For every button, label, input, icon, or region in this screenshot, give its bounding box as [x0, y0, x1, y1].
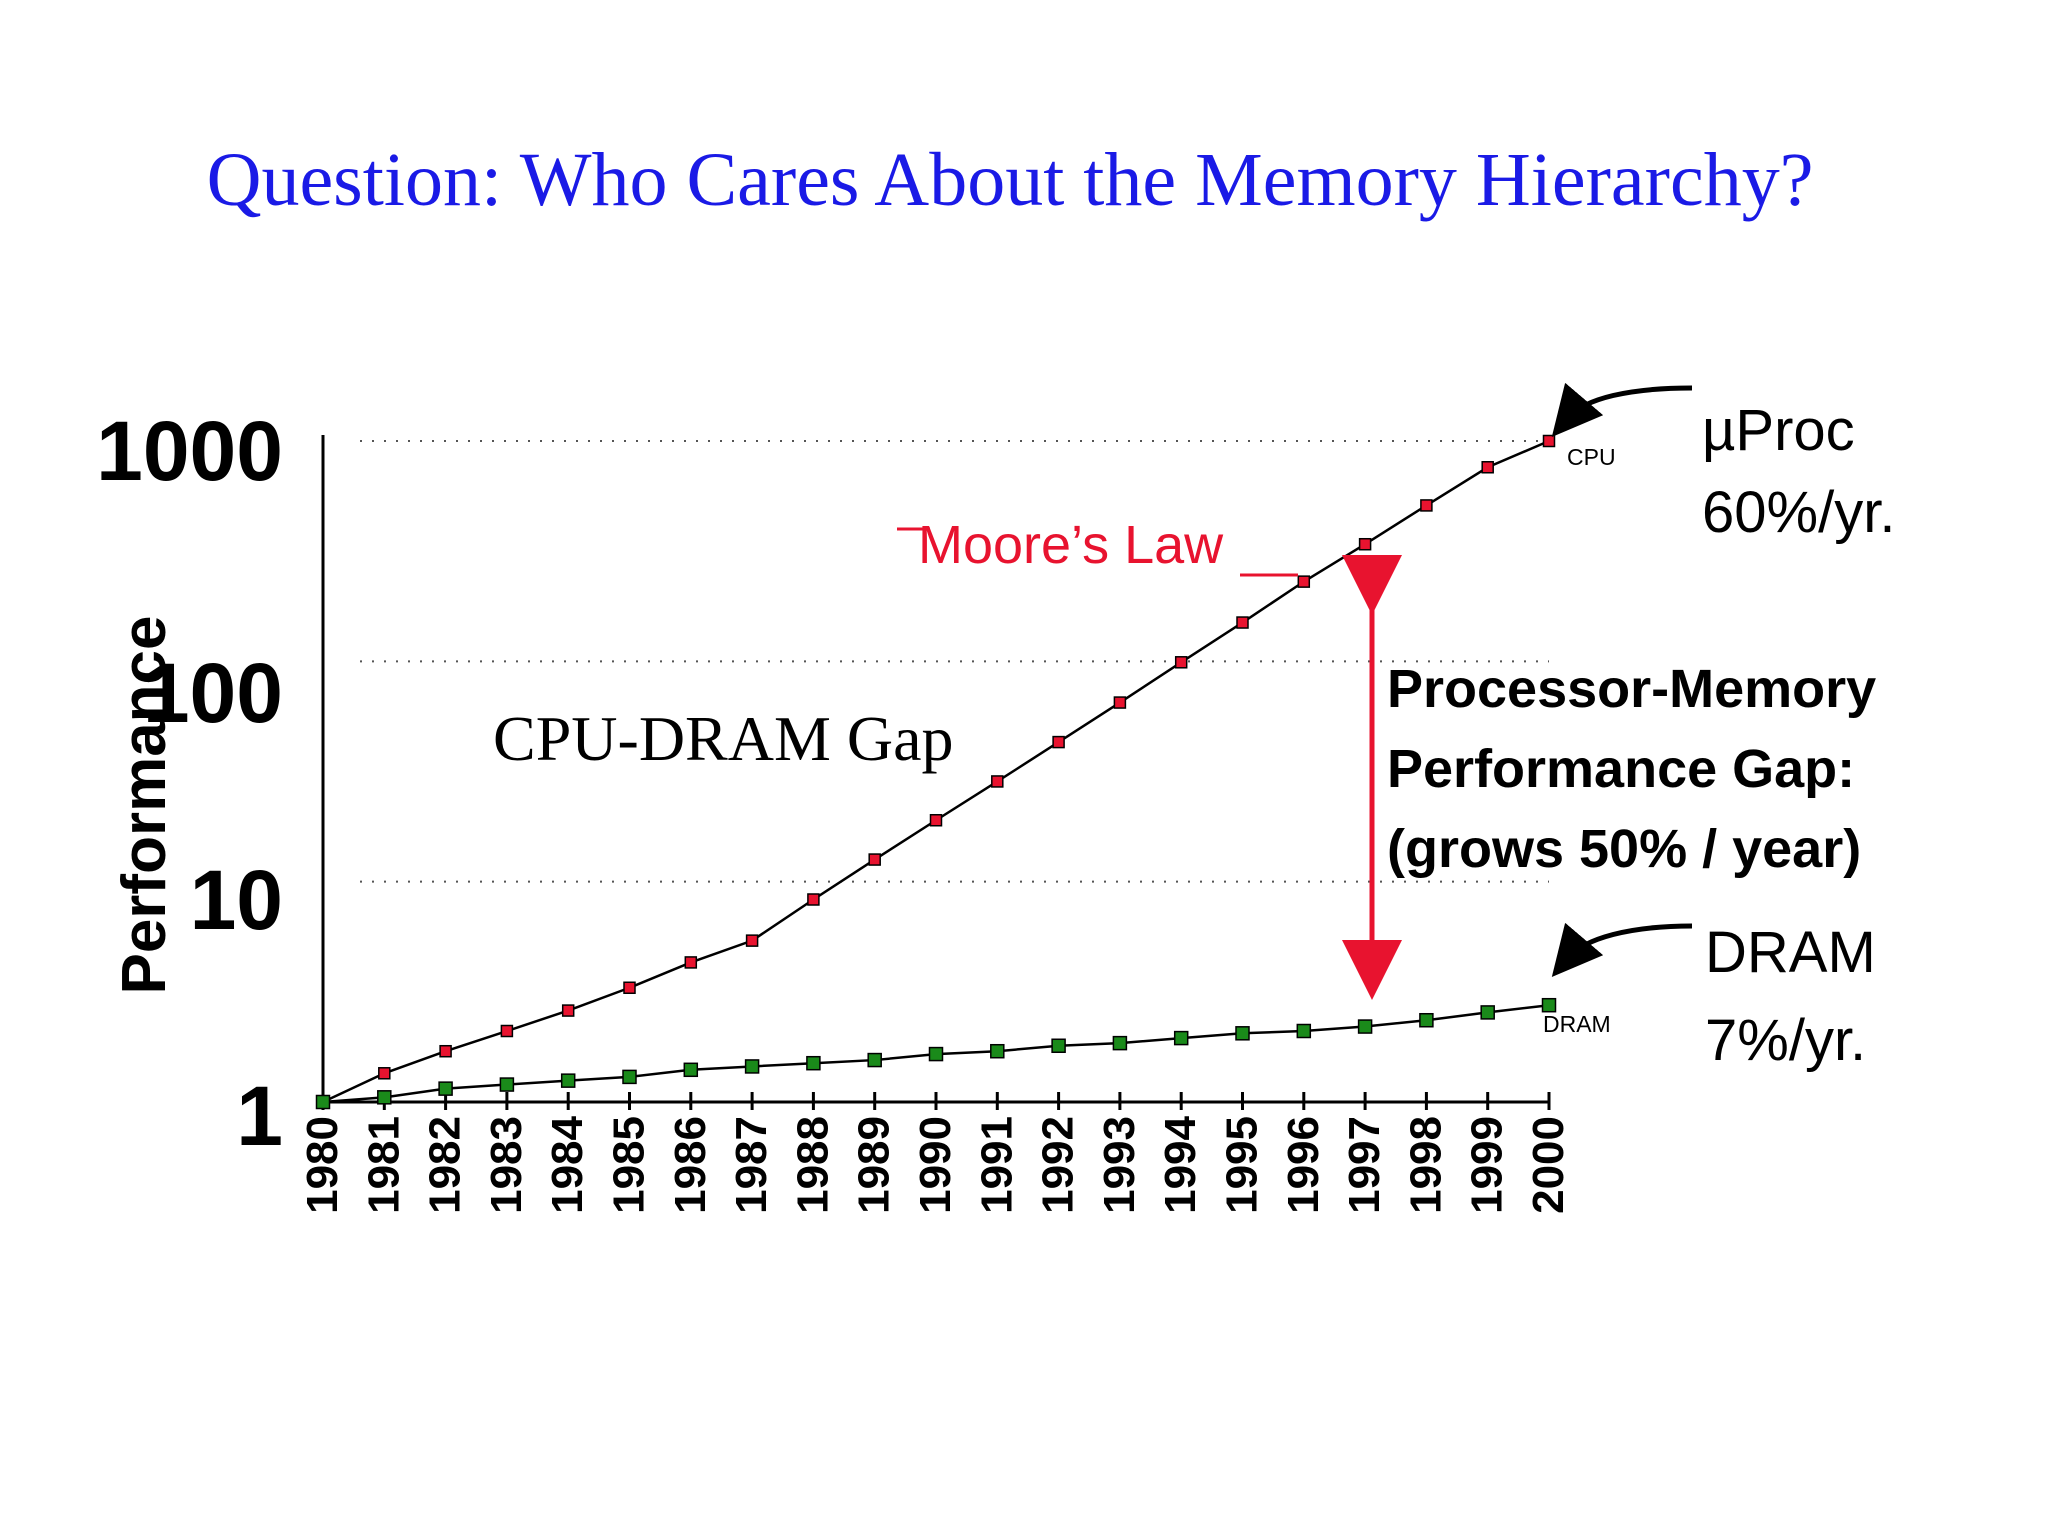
x-tick-label: 1993: [1095, 1116, 1144, 1214]
x-tick-label: 1984: [543, 1115, 592, 1213]
data-point-cpu: [500, 1024, 514, 1038]
data-point-dram: [499, 1077, 515, 1092]
x-tick-label: 1992: [1034, 1116, 1083, 1214]
data-point-cpu: [439, 1044, 452, 1058]
x-tick-label: 1985: [605, 1116, 654, 1214]
x-tick-label: 1995: [1218, 1116, 1267, 1214]
x-tick-label: 1987: [727, 1116, 776, 1214]
x-tick-label: 1982: [421, 1116, 470, 1214]
data-point-dram: [438, 1081, 453, 1096]
data-point-dram: [744, 1059, 760, 1074]
data-point-cpu: [1052, 735, 1065, 749]
data-point-dram: [1480, 1005, 1495, 1020]
data-point-cpu: [1420, 499, 1433, 512]
data-point-dram: [1235, 1026, 1250, 1041]
cpu-dram-gap-label: CPU-DRAM Gap: [493, 703, 953, 774]
axes: [321, 435, 1551, 1110]
data-point-dram: [928, 1046, 944, 1062]
data-point-cpu: [1174, 656, 1188, 669]
gap-description-line-3: (grows 50% / year): [1387, 819, 1861, 879]
data-point-cpu: [1481, 461, 1494, 474]
data-point-cpu: [807, 893, 820, 906]
y-axis-label: Performance: [110, 615, 179, 994]
x-tick-label: 1997: [1340, 1116, 1389, 1214]
data-point-cpu: [1297, 575, 1311, 588]
data-point-cpu: [991, 775, 1004, 788]
gap-description-line-2: Performance Gap:: [1387, 739, 1855, 799]
x-tick-label: 1980: [298, 1116, 347, 1214]
dram-pointer-arrow: [1551, 922, 1693, 978]
x-tick-labels: 1980 1981 1982 1983 1984 1985 1986 1987 1988 1989…: [298, 1115, 1573, 1213]
x-tick-label: 1990: [911, 1116, 960, 1214]
x-tick-label: 1986: [666, 1116, 715, 1214]
data-point-dram: [1051, 1038, 1066, 1054]
data-point-cpu: [1542, 434, 1556, 448]
dram-series-tag: DRAM: [1543, 1011, 1611, 1037]
y-tick-label: 10: [190, 853, 283, 947]
data-point-dram: [990, 1043, 1005, 1059]
x-tick-label: 1998: [1401, 1116, 1450, 1214]
uproc-pointer-arrow: [1551, 382, 1693, 438]
data-point-cpu: [745, 934, 759, 947]
uproc-label: µProc: [1702, 398, 1855, 463]
x-tick-label: 2000: [1524, 1116, 1573, 1214]
data-point-dram: [315, 1094, 331, 1110]
x-tick-label: 1988: [788, 1116, 837, 1214]
cpu-series-tag: CPU: [1567, 444, 1616, 470]
x-tick-label: 1983: [482, 1116, 531, 1214]
y-tick-label: 1000: [96, 404, 283, 498]
y-tick-labels: 1 10 100 1000: [96, 404, 283, 1163]
gap-description-line-1: Processor-Memory: [1387, 659, 1876, 719]
data-point-dram: [1112, 1035, 1128, 1051]
data-point-cpu: [929, 813, 943, 827]
data-point-dram: [1419, 1012, 1434, 1028]
x-tick-label: 1999: [1463, 1116, 1512, 1214]
data-point-dram: [806, 1055, 821, 1071]
x-tick-label: 1996: [1279, 1116, 1328, 1214]
x-tick-label: 1981: [359, 1116, 408, 1214]
moores-law-label: Moore’s Law: [918, 515, 1224, 575]
data-point-dram: [1541, 997, 1557, 1013]
data-point-dram: [1173, 1030, 1189, 1046]
data-point-cpu: [1358, 537, 1372, 551]
data-point-dram: [683, 1062, 699, 1078]
data-point-cpu: [684, 956, 698, 969]
y-tick-label: 1: [236, 1069, 283, 1163]
data-point-cpu: [1113, 696, 1127, 709]
data-point-cpu: [868, 853, 881, 866]
data-point-cpu: [378, 1067, 391, 1080]
data-point-dram: [867, 1052, 882, 1068]
x-tick-label: 1994: [1156, 1115, 1205, 1213]
dram-growth-label: 7%/yr.: [1705, 1008, 1866, 1073]
x-tick-label: 1991: [972, 1116, 1021, 1214]
data-point-dram: [377, 1090, 392, 1105]
data-point-cpu: [561, 1004, 575, 1017]
series-markers: [315, 434, 1557, 1110]
data-point-dram: [560, 1073, 576, 1088]
data-point-cpu: [623, 981, 636, 995]
y-tick-label: 100: [143, 646, 283, 740]
data-point-dram: [1296, 1023, 1312, 1039]
dram-label: DRAM: [1705, 920, 1876, 985]
uproc-growth-label: 60%/yr.: [1702, 480, 1895, 545]
data-point-dram: [622, 1069, 637, 1085]
slide-title: Question: Who Cares About the Memory Hie…: [207, 138, 1814, 222]
data-point-dram: [1357, 1019, 1373, 1034]
x-tick-label: 1989: [850, 1116, 899, 1214]
data-point-cpu: [1236, 616, 1249, 629]
